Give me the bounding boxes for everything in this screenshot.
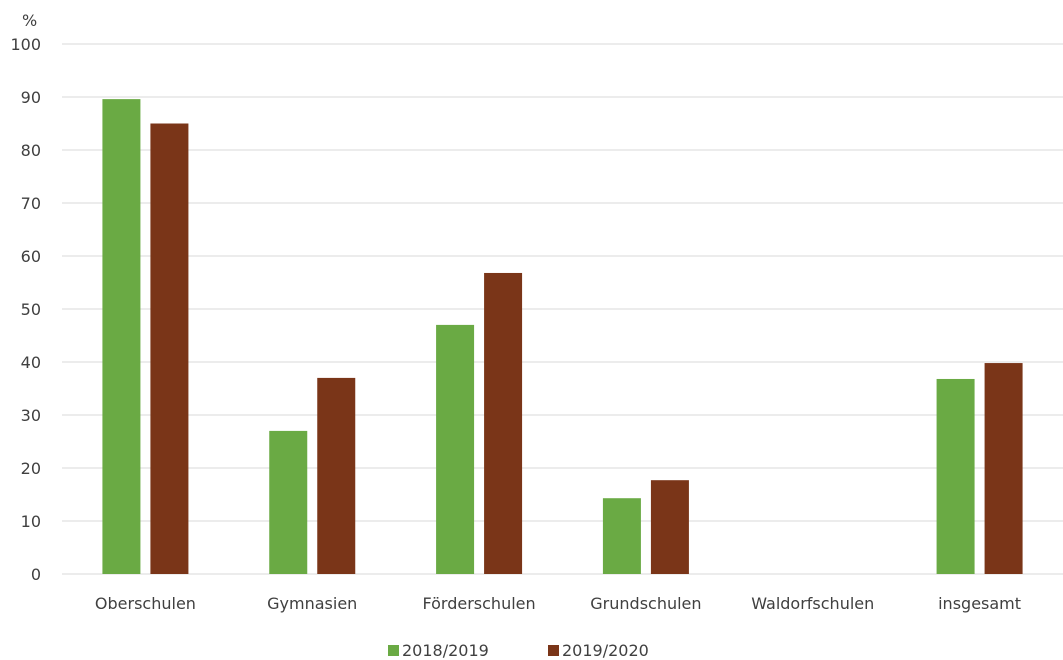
y-axis-unit-label: % [22, 11, 37, 30]
y-tick-label: 10 [21, 512, 41, 531]
bar [102, 99, 141, 575]
x-category-label: Gymnasien [267, 594, 357, 613]
x-category-label: Grundschulen [590, 594, 701, 613]
y-tick-label: 60 [21, 247, 41, 266]
bar [650, 480, 689, 574]
bars [102, 99, 1023, 575]
bar [269, 430, 308, 574]
x-axis-category-labels: Oberschulen Gymnasien Förderschulen Grundsc… [95, 594, 1021, 613]
y-tick-label: 40 [21, 353, 41, 372]
x-category-label: Oberschulen [95, 594, 196, 613]
gridlines [62, 43, 1063, 575]
bar [602, 498, 641, 574]
bar [484, 272, 523, 574]
y-tick-label: 80 [21, 141, 41, 160]
y-tick-label: 90 [21, 88, 41, 107]
y-tick-label: 0 [31, 565, 41, 584]
legend: 2018/2019 2019/2020 [388, 641, 649, 660]
legend-swatch [388, 645, 399, 656]
bar [317, 377, 356, 574]
y-tick-label: 50 [21, 300, 41, 319]
legend-label: 2018/2019 [402, 641, 489, 660]
bar [150, 123, 189, 574]
legend-swatch [548, 645, 559, 656]
bar [936, 378, 975, 574]
y-axis-tick-labels: 0 10 20 30 40 50 60 70 80 90 100 [10, 35, 41, 584]
y-tick-label: 30 [21, 406, 41, 425]
x-category-label: Förderschulen [423, 594, 536, 613]
bar [984, 363, 1023, 574]
x-category-label: Waldorfschulen [751, 594, 874, 613]
y-tick-label: 20 [21, 459, 41, 478]
bar [436, 324, 475, 574]
y-tick-label: 70 [21, 194, 41, 213]
y-tick-label: 100 [10, 35, 41, 54]
legend-label: 2019/2020 [562, 641, 649, 660]
x-category-label: insgesamt [938, 594, 1021, 613]
